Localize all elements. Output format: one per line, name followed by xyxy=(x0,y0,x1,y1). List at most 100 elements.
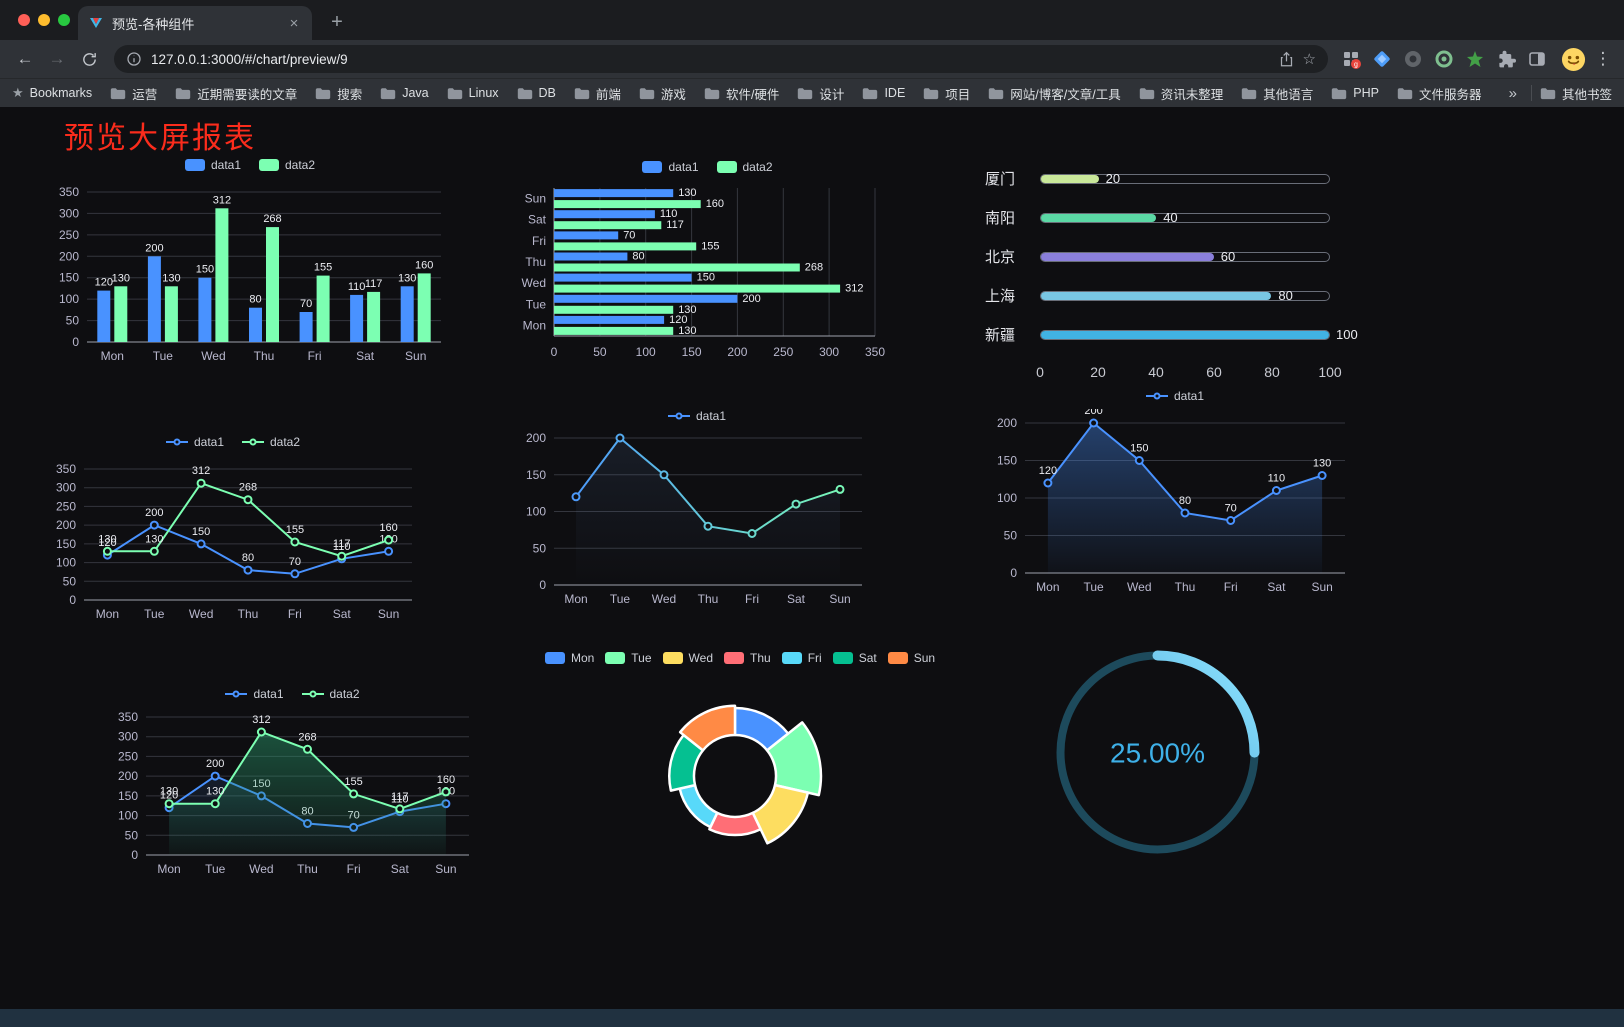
svg-text:110: 110 xyxy=(391,794,409,806)
forward-button[interactable]: → xyxy=(48,49,66,68)
two-area-line-canvas[interactable]: 0 50 100 150 200 250 300 350 Mon Tue Wed Thu Fri Sat S… xyxy=(100,707,485,901)
bookmark-item[interactable]: 其他语言 xyxy=(1241,84,1313,103)
apps-grid-extension-icon[interactable]: g xyxy=(1338,46,1364,72)
area-line-canvas[interactable]: 0 50 100 150 200 Mon Tue Wed Thu Fri Sat Sun 120 200 1… xyxy=(985,409,1365,609)
bookmarks-bar: ★ Bookmarks 运营 近期需要读的文章 搜索 Java Linux DB 前端 游戏 软件/… xyxy=(0,78,1624,107)
bookmark-item[interactable]: 项目 xyxy=(923,84,970,103)
gauge-canvas[interactable]: 25.00% xyxy=(1040,635,1275,870)
svg-text:350: 350 xyxy=(118,710,138,724)
two-line-canvas[interactable]: 0 50 100 150 200 250 300 350 Mon Tue Wed Thu Fri Sat S… xyxy=(38,455,428,640)
legend-item[interactable]: Sun xyxy=(887,651,935,665)
progress-value: 100 xyxy=(1336,326,1358,342)
green-circle-extension-icon[interactable] xyxy=(1431,46,1457,72)
bookmark-item[interactable]: Java xyxy=(380,86,429,100)
legend-item[interactable]: Fri xyxy=(781,651,822,665)
legend-item[interactable]: data2 xyxy=(259,158,315,172)
site-info-icon[interactable] xyxy=(126,51,142,67)
svg-text:80: 80 xyxy=(249,294,261,306)
gradient-line-canvas[interactable]: 0 50 100 150 200 Mon Tue Wed Thu Fri Sat Sun xyxy=(512,429,882,625)
legend-item[interactable]: Sat xyxy=(832,651,877,665)
new-tab-button[interactable]: + xyxy=(331,10,343,33)
legend-item[interactable]: data1 xyxy=(165,435,224,449)
legend-item[interactable]: data2 xyxy=(301,687,360,701)
svg-text:200: 200 xyxy=(56,518,76,532)
bookmark-item[interactable]: PHP xyxy=(1331,86,1379,100)
bookmark-label: DB xyxy=(538,86,556,100)
reload-button[interactable] xyxy=(74,44,104,74)
bookmark-item[interactable]: 文件服务器 xyxy=(1397,84,1481,103)
bookmark-item[interactable]: 游戏 xyxy=(639,84,686,103)
share-icon[interactable] xyxy=(1279,51,1294,68)
svg-text:250: 250 xyxy=(118,749,138,763)
bookmark-item[interactable]: 前端 xyxy=(574,84,621,103)
legend-item[interactable]: data1 xyxy=(642,160,699,174)
chart-area-line[interactable]: data1 0 50 100 150 200 Mon Tue Wed Thu Fri Sat Sun 1… xyxy=(985,383,1365,609)
bookmark-item[interactable]: 近期需要读的文章 xyxy=(175,84,297,103)
puzzle-extension-icon[interactable] xyxy=(1493,46,1519,72)
profile-avatar[interactable] xyxy=(1560,46,1586,72)
legend-item[interactable]: Thu xyxy=(724,651,771,665)
chart-rose-donut[interactable]: Mon Tue Wed Thu Fri Sat Sun xyxy=(544,645,935,921)
split-view-extension-icon[interactable] xyxy=(1524,46,1550,72)
bookmark-item[interactable]: 搜索 xyxy=(315,84,362,103)
bookmark-item[interactable]: Linux xyxy=(447,86,499,100)
bookmark-item[interactable]: 设计 xyxy=(797,84,844,103)
legend-item[interactable]: data2 xyxy=(242,435,300,449)
svg-text:268: 268 xyxy=(805,262,823,274)
browser-menu-icon[interactable]: ⋮ xyxy=(1594,49,1612,68)
minimize-window-button[interactable] xyxy=(38,14,50,26)
green-star-extension-icon[interactable] xyxy=(1462,46,1488,72)
address-bar[interactable]: 127.0.0.1:3000/#/chart/preview/9 ☆ xyxy=(114,45,1328,73)
chart-progress-bars[interactable]: 厦门 20 南阳 40 北京 60 上海 80 新疆 100 0 20 40 60 80 100 xyxy=(985,159,1365,388)
chart-horizontal-bar[interactable]: data1 data2 0 50 100 150 200 250 300 350 Sun 130 16… xyxy=(510,154,905,370)
close-window-button[interactable] xyxy=(18,14,30,26)
legend-label: data1 xyxy=(1173,389,1205,403)
dark-circle-extension-icon[interactable] xyxy=(1400,46,1426,72)
legend-item[interactable]: data2 xyxy=(716,160,773,174)
tab-close-icon[interactable]: × xyxy=(289,14,299,32)
bookmark-item[interactable]: DB xyxy=(517,86,556,100)
legend-item[interactable]: data1 xyxy=(225,687,284,701)
bookmark-item[interactable]: 软件/硬件 xyxy=(704,84,779,103)
rose-donut-canvas[interactable] xyxy=(545,671,935,921)
blue-gem-extension-icon[interactable] xyxy=(1369,46,1395,72)
url-text[interactable]: 127.0.0.1:3000/#/chart/preview/9 xyxy=(151,51,348,67)
other-bookmarks[interactable]: 其他书签 xyxy=(1540,84,1612,103)
legend-dot-icon xyxy=(675,412,683,420)
browser-tab[interactable]: 预览-各种组件 × xyxy=(78,6,312,40)
legend-dot-icon xyxy=(309,690,316,698)
folder-icon xyxy=(1540,87,1556,99)
legend-item[interactable]: data1 xyxy=(1145,389,1205,403)
legend-item[interactable]: Tue xyxy=(605,651,652,665)
svg-text:150: 150 xyxy=(526,468,546,482)
bookmark-star-icon[interactable]: ☆ xyxy=(1302,51,1316,68)
legend-label: data1 xyxy=(193,435,224,449)
bookmark-item[interactable]: 网站/博客/文章/工具 xyxy=(988,84,1121,103)
svg-text:Wed: Wed xyxy=(652,592,676,606)
grouped-bar-canvas[interactable]: 0 50 100 150 200 250 300 350 Mon Tue Wed Thu Fri Sat S… xyxy=(45,178,455,378)
bookmark-item[interactable]: 运营 xyxy=(110,84,157,103)
svg-text:g: g xyxy=(1354,62,1358,69)
bookmark-item[interactable]: IDE xyxy=(862,86,905,100)
bookmark-item[interactable]: 资讯未整理 xyxy=(1139,84,1223,103)
bookmark-item[interactable]: ★ Bookmarks xyxy=(12,85,92,101)
legend-item[interactable]: Mon xyxy=(544,651,594,665)
svg-text:312: 312 xyxy=(252,714,270,726)
svg-text:Sat: Sat xyxy=(356,349,375,363)
zoom-window-button[interactable] xyxy=(58,14,70,26)
chart-grouped-bar[interactable]: data1 data2 0 50 100 150 200 250 300 350 Mon Tue We… xyxy=(45,152,455,378)
legend: data1 data2 xyxy=(100,681,485,707)
bookmarks-overflow-chevron[interactable]: » xyxy=(1508,84,1517,102)
chart-two-area-line[interactable]: data1 data2 0 50 100 150 200 250 300 350 Mon Tue We… xyxy=(100,681,485,901)
back-button[interactable]: ← xyxy=(16,49,34,68)
chart-gradient-line[interactable]: data1 0 50 100 150 200 Mon Tue Wed Thu Fri Sat Sun xyxy=(512,403,882,625)
legend-item[interactable]: data1 xyxy=(667,409,726,423)
chart-two-line[interactable]: data1 data2 0 50 100 150 200 250 300 350 Mon Tue We… xyxy=(38,429,428,640)
legend-item[interactable]: Wed xyxy=(662,651,713,665)
chart-gauge[interactable]: 25.00% xyxy=(1040,635,1275,870)
legend-item[interactable]: data1 xyxy=(184,158,241,172)
bookmark-label: 软件/硬件 xyxy=(725,87,780,102)
tab-title: 预览-各种组件 xyxy=(112,16,195,32)
progress-value: 80 xyxy=(1278,287,1293,303)
